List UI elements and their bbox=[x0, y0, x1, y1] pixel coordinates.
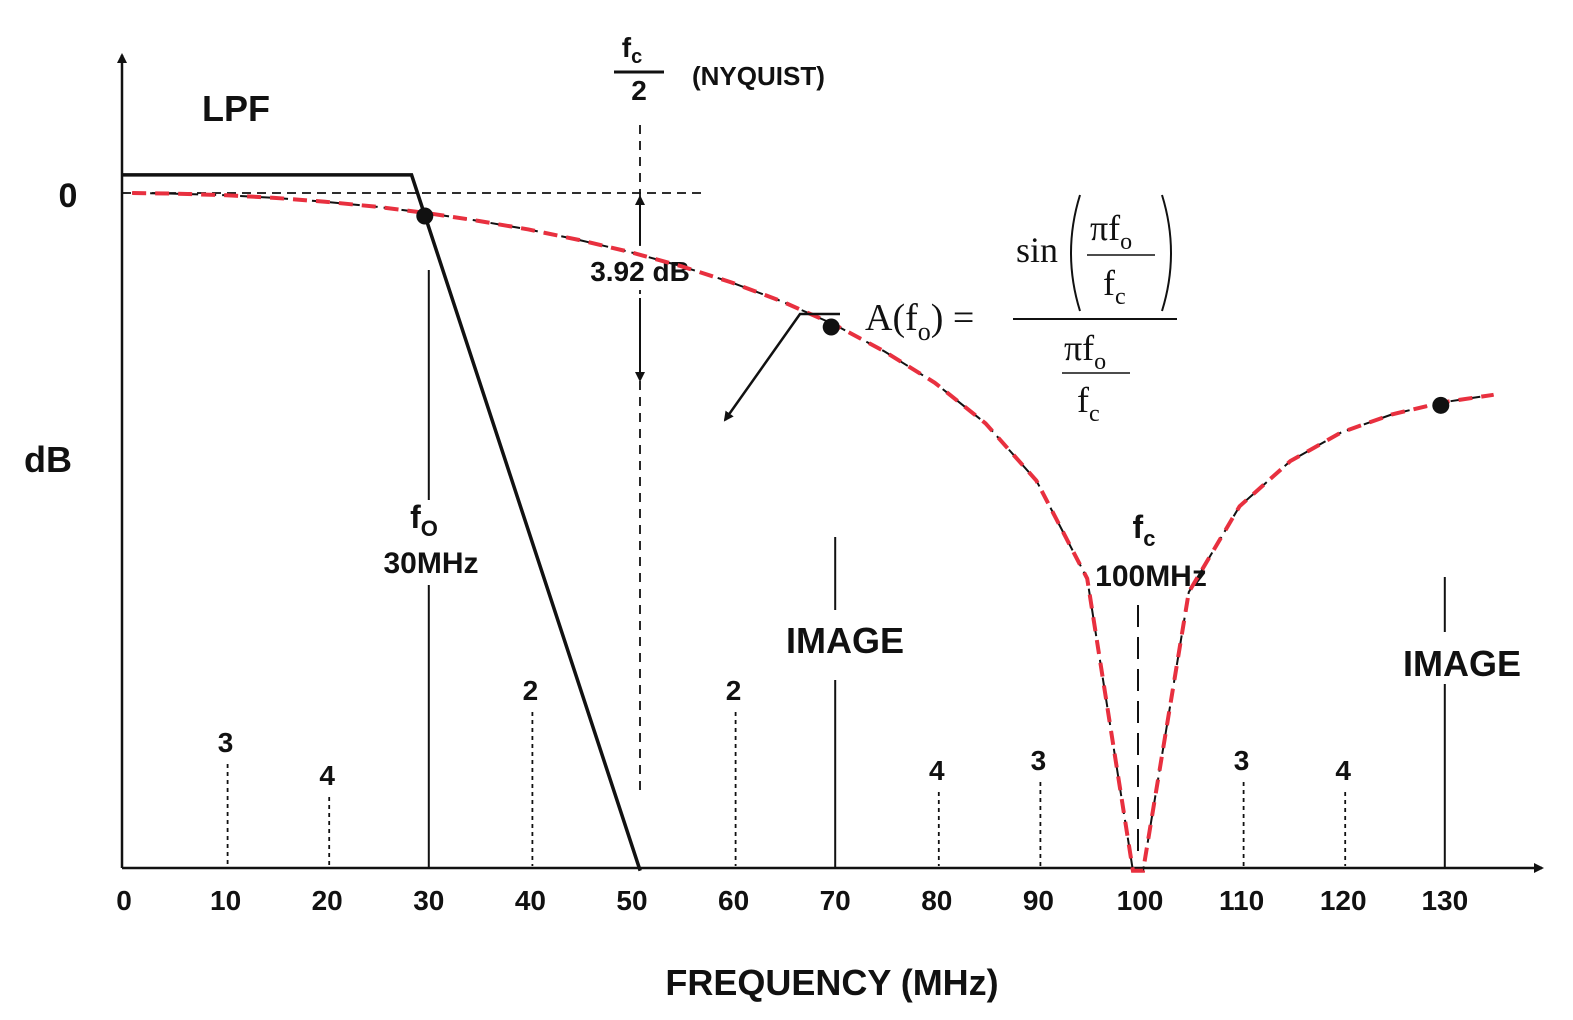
harmonic-label: 2 bbox=[523, 675, 539, 706]
harmonic-label: 4 bbox=[1335, 755, 1351, 786]
harmonic-label: 3 bbox=[1234, 745, 1250, 776]
nyquist-label: (NYQUIST) bbox=[692, 61, 825, 91]
y-tick-label-zero: 0 bbox=[59, 177, 78, 215]
harmonic-markers: 3 4 2 2 4 3 3 4 bbox=[218, 675, 1351, 866]
lpf-response-line bbox=[122, 173, 642, 872]
x-tick-label: 30 bbox=[413, 885, 444, 916]
data-points bbox=[416, 207, 1450, 414]
formula-right-paren bbox=[1161, 194, 1172, 312]
data-point bbox=[822, 318, 840, 336]
formula-inner-numerator: πfo bbox=[1090, 208, 1132, 255]
formula-denominator-denominator: fc bbox=[1077, 380, 1100, 427]
x-tick-label: 50 bbox=[616, 885, 647, 916]
harmonic-label: 3 bbox=[1031, 745, 1047, 776]
image-label-1: IMAGE bbox=[786, 620, 904, 661]
sinc-response-line bbox=[132, 192, 1494, 872]
x-tick-label: 110 bbox=[1219, 885, 1264, 916]
fo-symbol: fO bbox=[410, 499, 438, 541]
nyquist-fraction-numerator: fc bbox=[622, 32, 642, 68]
fc-value-label: 100MHz bbox=[1095, 560, 1207, 593]
x-tick-label: 80 bbox=[921, 885, 952, 916]
sinc-formula: A(fo) = sin πfo fc πfo fc bbox=[865, 194, 1177, 427]
data-point bbox=[416, 207, 434, 225]
formula-left-paren bbox=[1070, 194, 1081, 312]
x-tick-label: 130 bbox=[1421, 885, 1468, 916]
x-tick-label: 20 bbox=[312, 885, 343, 916]
x-tick-label: 0 bbox=[116, 885, 132, 916]
harmonic-label: 4 bbox=[929, 755, 945, 786]
fo-value-label: 30MHz bbox=[383, 547, 478, 580]
point-stems bbox=[427, 270, 1446, 868]
data-point bbox=[1432, 396, 1450, 414]
formula-sin: sin bbox=[1016, 230, 1058, 270]
sinc-response-dashed-line bbox=[132, 191, 1494, 873]
formula-lhs: A(fo) = bbox=[865, 297, 974, 346]
x-tick-label: 70 bbox=[820, 885, 851, 916]
attenuation-label: 3.92 dB bbox=[590, 256, 690, 287]
x-tick-label: 60 bbox=[718, 885, 749, 916]
harmonic-label: 4 bbox=[319, 760, 335, 791]
lpf-label: LPF bbox=[202, 88, 270, 129]
x-tick-label: 10 bbox=[210, 885, 241, 916]
x-tick-labels: 0 10 20 30 40 50 60 70 80 90 100 110 120 130 bbox=[116, 885, 1468, 916]
fc-symbol: fc bbox=[1133, 509, 1156, 551]
x-axis-label: FREQUENCY (MHz) bbox=[665, 962, 998, 1003]
formula-pointer-arrow bbox=[723, 312, 840, 422]
x-tick-label: 120 bbox=[1320, 885, 1367, 916]
harmonic-label: 3 bbox=[218, 727, 234, 758]
x-tick-label: 90 bbox=[1023, 885, 1054, 916]
formula-denominator-numerator: πfo bbox=[1064, 328, 1106, 375]
image-label-2: IMAGE bbox=[1403, 643, 1521, 684]
formula-inner-denominator: fc bbox=[1103, 263, 1126, 310]
harmonic-label: 2 bbox=[726, 675, 742, 706]
x-tick-label: 100 bbox=[1117, 885, 1164, 916]
x-tick-label: 40 bbox=[515, 885, 546, 916]
nyquist-fraction-denominator: 2 bbox=[631, 75, 647, 106]
y-axis-label: dB bbox=[24, 439, 72, 480]
